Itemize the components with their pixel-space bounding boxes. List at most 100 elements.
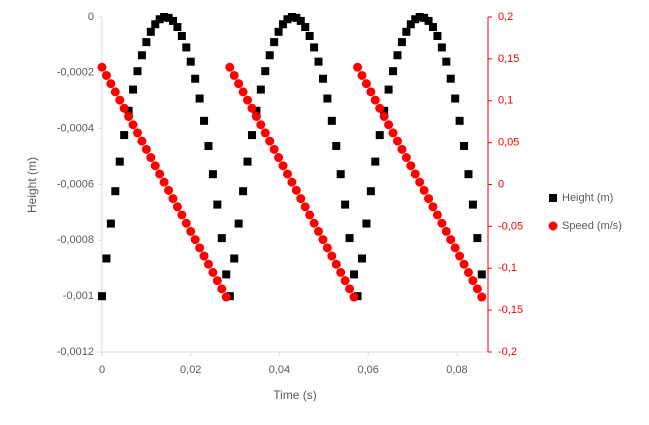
- point: [182, 43, 191, 52]
- point: [195, 94, 204, 103]
- point: [370, 95, 380, 105]
- point: [366, 87, 376, 97]
- point: [98, 292, 106, 301]
- point: [397, 38, 406, 47]
- point: [331, 259, 341, 269]
- y2-tick-label: 0,15: [498, 53, 519, 65]
- point: [124, 106, 133, 115]
- point: [419, 185, 429, 195]
- point: [137, 51, 146, 60]
- point: [292, 13, 301, 22]
- point: [349, 292, 359, 302]
- point: [243, 95, 253, 105]
- point: [119, 103, 129, 113]
- point: [287, 13, 296, 21]
- y-tick-label: -0,0004: [57, 123, 94, 135]
- x-axis-title: Time (s): [273, 388, 317, 402]
- point: [357, 254, 366, 263]
- point: [217, 234, 226, 243]
- point: [389, 67, 398, 76]
- point: [129, 85, 138, 94]
- x-tick-label: 0: [99, 364, 105, 376]
- point: [300, 202, 310, 212]
- point: [151, 20, 160, 29]
- point: [393, 51, 402, 60]
- point: [133, 67, 142, 76]
- point: [433, 31, 442, 40]
- y2-tick-label: -0,15: [498, 304, 523, 316]
- x-tick-label: 0,08: [446, 364, 467, 376]
- point: [282, 169, 292, 179]
- point: [124, 111, 134, 121]
- point: [464, 170, 473, 179]
- point: [459, 259, 469, 269]
- point: [322, 243, 332, 253]
- point: [318, 74, 327, 83]
- point: [208, 170, 217, 179]
- point: [278, 161, 288, 171]
- point: [291, 185, 301, 195]
- point: [437, 218, 447, 228]
- point: [173, 23, 182, 32]
- y-tick-label: -0,0012: [57, 346, 94, 358]
- point: [314, 57, 323, 66]
- point: [345, 234, 354, 243]
- point: [314, 226, 324, 236]
- point: [222, 270, 231, 279]
- point: [234, 219, 243, 228]
- y2-tick-label: 0,05: [498, 137, 519, 149]
- point: [221, 292, 231, 302]
- point: [340, 276, 350, 286]
- point: [310, 43, 319, 52]
- point: [362, 219, 371, 228]
- point: [111, 187, 120, 196]
- point: [128, 120, 138, 130]
- point: [424, 16, 433, 25]
- point: [150, 161, 160, 171]
- point: [366, 187, 375, 196]
- point: [238, 87, 248, 97]
- point: [345, 284, 355, 294]
- point: [428, 202, 438, 212]
- point: [305, 31, 314, 40]
- point: [451, 94, 460, 103]
- point: [401, 153, 411, 163]
- point: [477, 270, 486, 279]
- point: [420, 13, 429, 22]
- point: [441, 226, 451, 236]
- point: [437, 43, 446, 52]
- point: [424, 194, 434, 204]
- point: [115, 157, 124, 166]
- point: [101, 70, 111, 80]
- point: [256, 85, 265, 94]
- x-tick-label: 0,04: [269, 364, 290, 376]
- point: [120, 131, 129, 140]
- point: [261, 67, 270, 76]
- point: [239, 187, 248, 196]
- point: [164, 185, 174, 195]
- point: [384, 120, 394, 130]
- point: [247, 131, 256, 140]
- point: [468, 276, 478, 286]
- point: [141, 144, 151, 154]
- point: [251, 111, 261, 121]
- point: [274, 153, 284, 163]
- point: [177, 31, 186, 40]
- x-tick-label: 0,06: [357, 364, 378, 376]
- y-tick-label: 0: [88, 11, 94, 23]
- point: [472, 284, 482, 294]
- point: [110, 87, 120, 97]
- point: [446, 74, 455, 83]
- y-tick-label: -0,001: [63, 290, 94, 302]
- point: [336, 170, 345, 179]
- y-tick-label: -0,0008: [57, 234, 94, 246]
- point: [243, 157, 252, 166]
- point: [371, 157, 380, 166]
- point: [155, 169, 165, 179]
- point: [468, 200, 477, 209]
- y2-tick-label: 0,1: [498, 95, 513, 107]
- point: [132, 128, 142, 138]
- point: [102, 254, 111, 263]
